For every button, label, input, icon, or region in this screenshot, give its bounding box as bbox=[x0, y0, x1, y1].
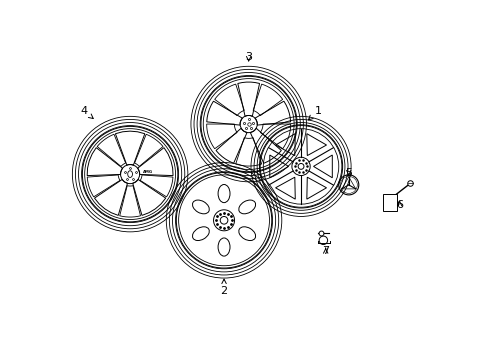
Text: 7: 7 bbox=[322, 246, 328, 256]
Bar bbox=[382, 194, 396, 211]
Text: AMG: AMG bbox=[143, 170, 153, 174]
Text: 4: 4 bbox=[80, 106, 93, 118]
Text: 6: 6 bbox=[395, 200, 402, 210]
Text: 1: 1 bbox=[308, 106, 321, 120]
Text: 3: 3 bbox=[244, 52, 252, 62]
Text: 2: 2 bbox=[220, 279, 227, 296]
Text: 5: 5 bbox=[345, 167, 351, 177]
